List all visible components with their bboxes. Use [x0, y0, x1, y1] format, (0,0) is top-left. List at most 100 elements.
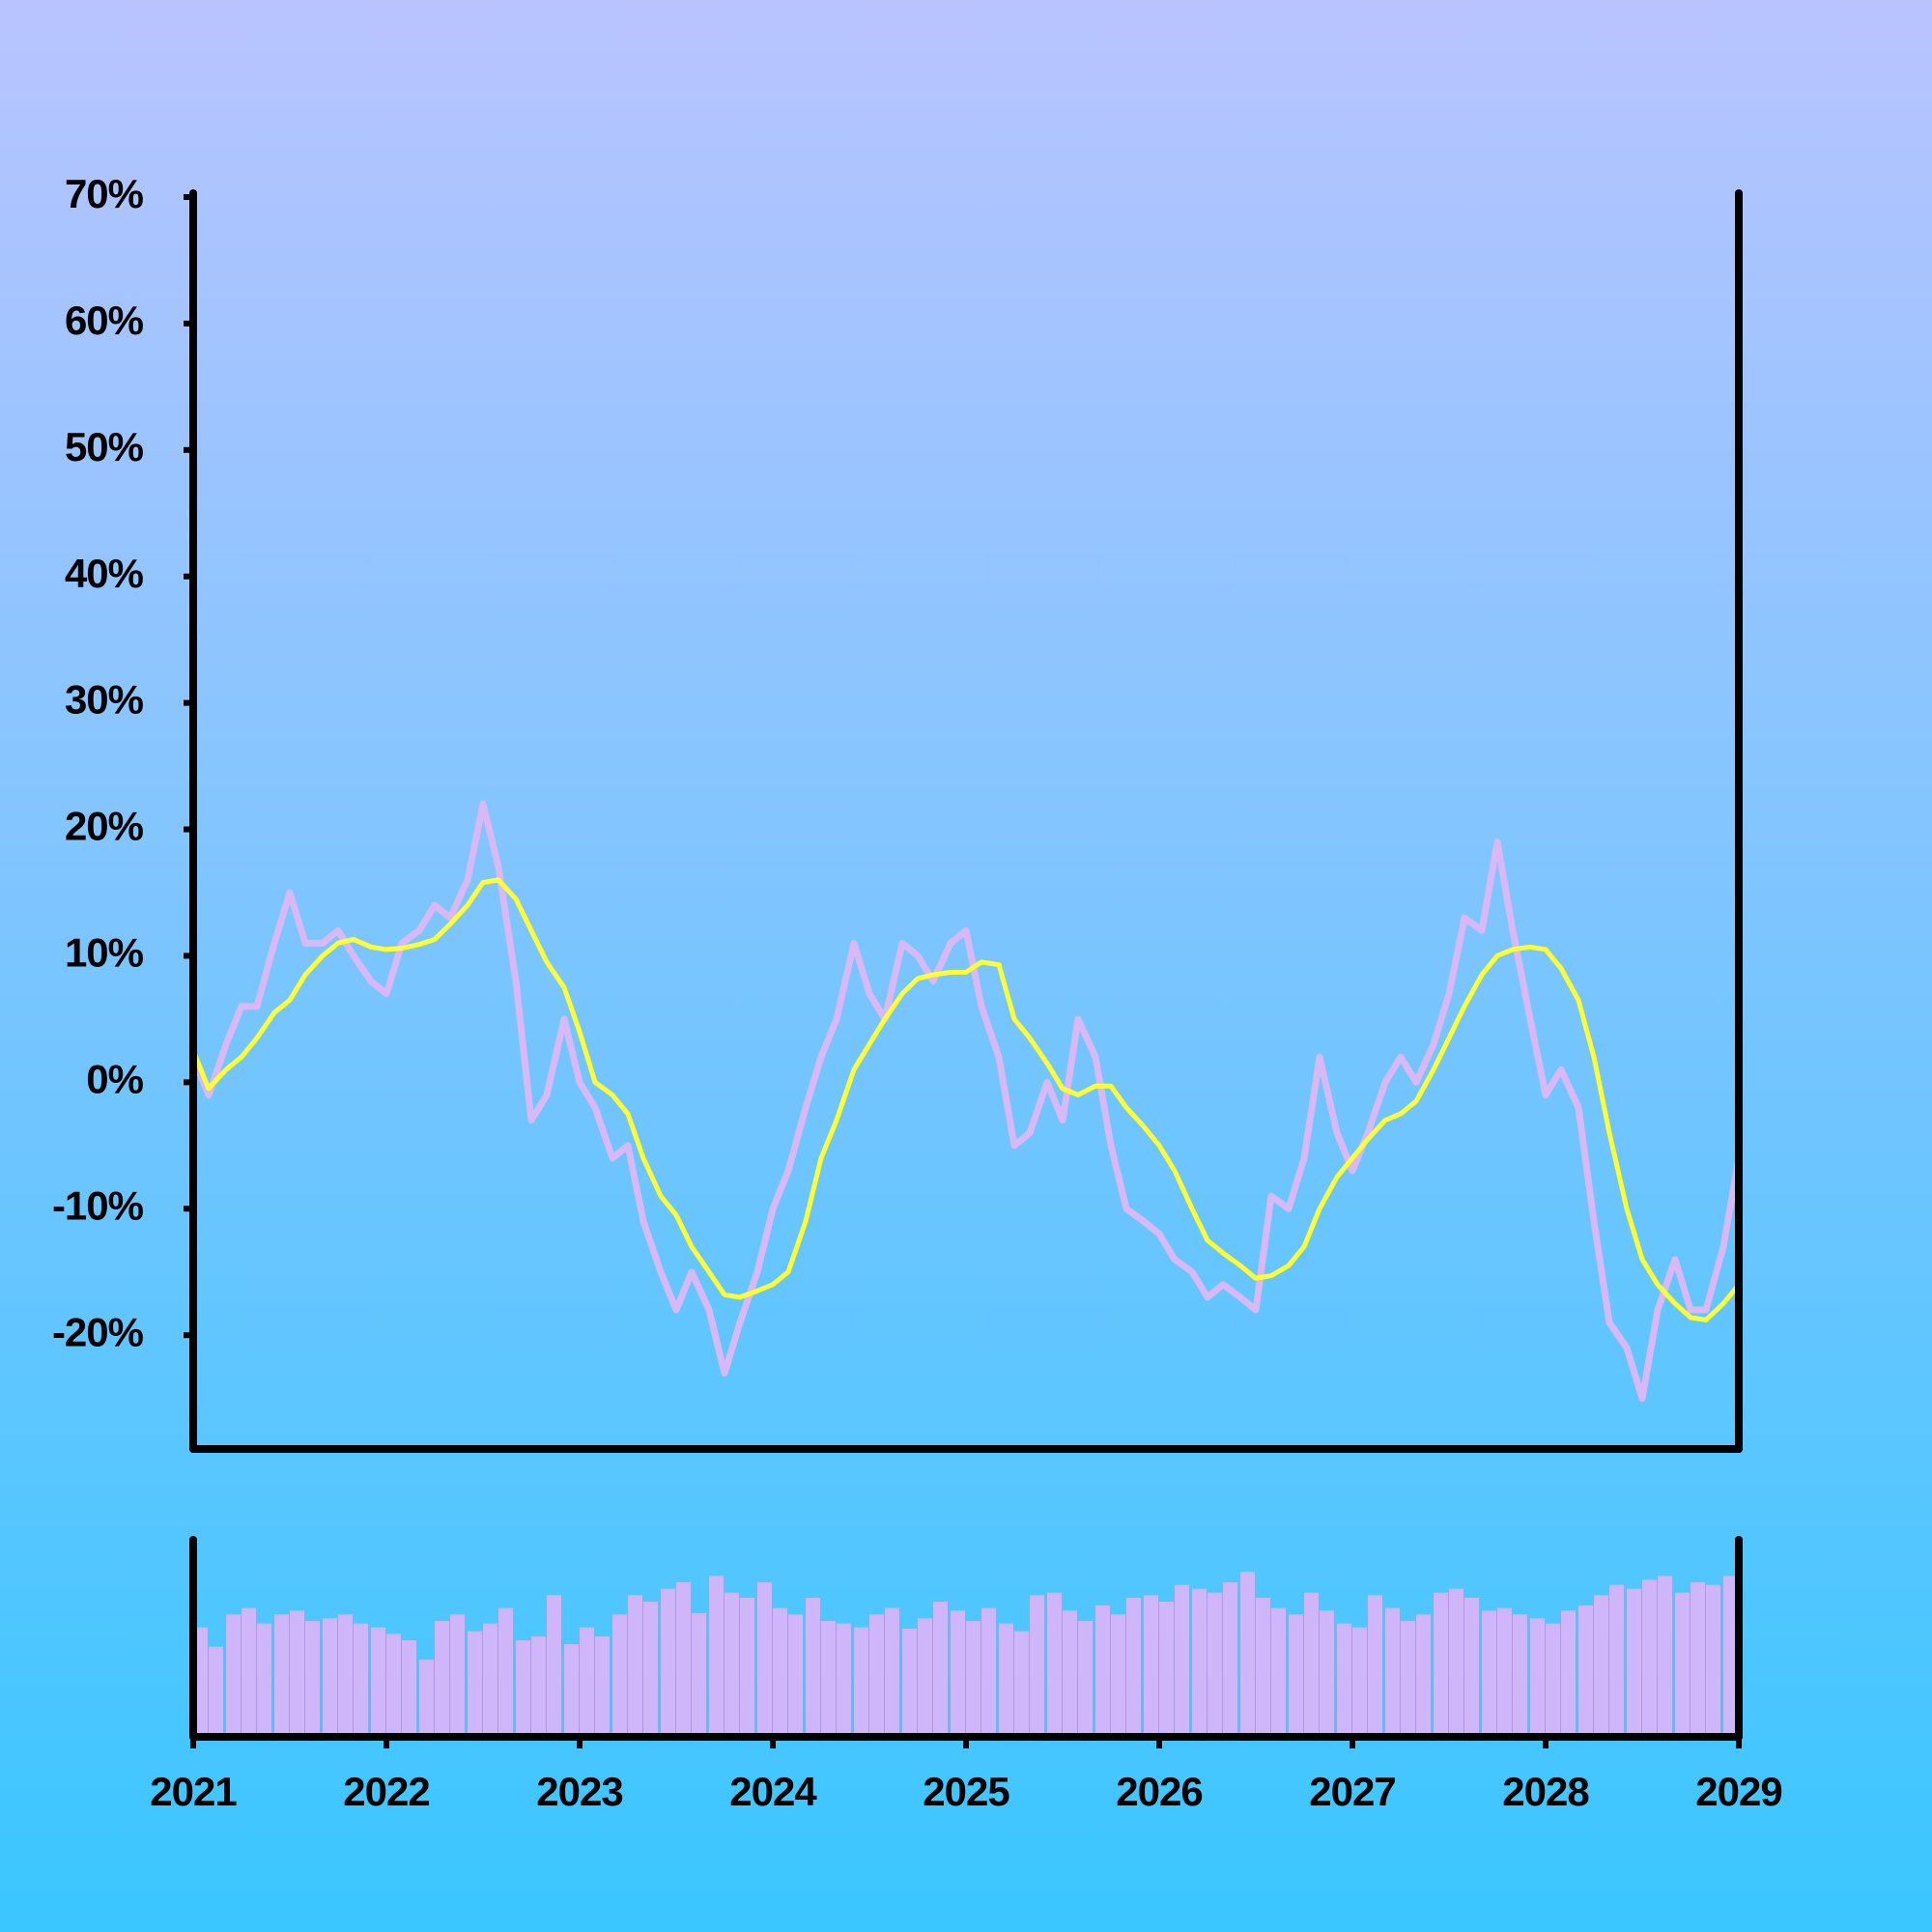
volume-bar — [257, 1623, 271, 1737]
volume-bar — [661, 1588, 675, 1737]
x-tick-label: 2025 — [923, 1769, 1009, 1814]
volume-bar — [564, 1644, 579, 1737]
volume-bar — [1271, 1607, 1286, 1737]
volume-bar — [1047, 1592, 1062, 1737]
volume-bar — [788, 1614, 803, 1737]
volume-bar — [966, 1621, 980, 1737]
data-line — [190, 877, 1741, 1322]
volume-bar — [1401, 1621, 1415, 1737]
volume-bar — [902, 1629, 917, 1737]
y-tick-label: 60% — [65, 298, 144, 343]
volume-bar — [1320, 1610, 1334, 1737]
volume-bar — [323, 1618, 337, 1737]
volume-bar — [371, 1627, 385, 1737]
volume-bar — [1464, 1598, 1479, 1737]
volume-bar — [1289, 1614, 1303, 1737]
volume-bar — [1352, 1627, 1367, 1737]
y-tick-label: 50% — [65, 424, 144, 469]
volume-bar — [1192, 1588, 1207, 1737]
volume-bar — [580, 1627, 594, 1737]
volume-bar — [1627, 1588, 1641, 1737]
y-tick-label: 0% — [86, 1056, 143, 1101]
y-tick-label: 10% — [65, 930, 144, 976]
y-tick-label: 20% — [65, 804, 144, 849]
volume-bar — [692, 1613, 706, 1737]
volume-bar — [242, 1607, 256, 1737]
y-tick-label: 40% — [65, 551, 144, 596]
volume-bar — [821, 1621, 836, 1737]
volume-bar — [1578, 1605, 1593, 1737]
volume-bar — [1078, 1621, 1093, 1737]
x-tick-label: 2024 — [729, 1769, 817, 1814]
volume-bar — [1706, 1584, 1720, 1737]
x-tick-label: 2028 — [1502, 1769, 1589, 1814]
volume-bar — [531, 1636, 546, 1737]
volume-bar — [290, 1610, 304, 1737]
volume-bar — [1385, 1607, 1400, 1737]
volume-bar — [1144, 1595, 1158, 1737]
volume-bar — [1240, 1572, 1255, 1737]
volume-bar — [547, 1595, 561, 1737]
volume-bar — [724, 1592, 739, 1737]
volume-bar — [1030, 1595, 1044, 1737]
volume-bar — [226, 1614, 241, 1737]
x-tick-label: 2026 — [1116, 1769, 1202, 1814]
volume-bar — [1014, 1631, 1029, 1737]
volume-bar — [435, 1621, 449, 1737]
volume-bar — [740, 1598, 754, 1737]
volume-bar — [918, 1618, 932, 1737]
volume-bar — [854, 1627, 868, 1737]
y-tick-label: 70% — [65, 171, 144, 216]
volume-bar — [1449, 1588, 1463, 1737]
volume-bar — [450, 1614, 465, 1737]
volume-bar — [1063, 1610, 1077, 1737]
volume-bar — [951, 1610, 965, 1737]
volume-bar — [676, 1582, 691, 1737]
volume-bar — [1482, 1610, 1496, 1737]
volume-bar — [933, 1602, 948, 1737]
volume-bar — [354, 1623, 368, 1737]
volume-bar — [516, 1640, 530, 1737]
volume-bar — [483, 1623, 497, 1737]
volume-bar — [709, 1576, 724, 1737]
volume-bar — [869, 1614, 884, 1737]
volume-bar — [1434, 1592, 1448, 1737]
x-tick-label: 2029 — [1695, 1769, 1781, 1814]
volume-bar — [999, 1623, 1013, 1737]
volume-bar — [1497, 1607, 1512, 1737]
volume-bar — [1594, 1595, 1608, 1737]
y-tick-label: 30% — [65, 677, 144, 723]
volume-bar — [305, 1621, 320, 1737]
volume-bar — [1416, 1614, 1431, 1737]
volume-bar — [1095, 1605, 1110, 1737]
x-tick-label: 2022 — [343, 1769, 429, 1814]
volume-bar — [1658, 1576, 1672, 1737]
volume-bar — [1530, 1618, 1545, 1737]
volume-bar — [1642, 1579, 1657, 1737]
volume-bar — [1690, 1582, 1705, 1737]
volume-bar — [837, 1623, 851, 1737]
volume-bar — [468, 1631, 482, 1737]
y-tick-label: -10% — [52, 1182, 144, 1228]
data-line — [189, 800, 1743, 1403]
volume-bar — [981, 1607, 996, 1737]
x-tick-label: 2027 — [1309, 1769, 1395, 1814]
volume-bar — [1256, 1598, 1270, 1737]
volume-bar — [1175, 1584, 1189, 1737]
volume-bar — [1159, 1602, 1174, 1737]
volume-bar — [1368, 1595, 1382, 1737]
volume-bar — [595, 1636, 610, 1737]
volume-bar — [1208, 1592, 1222, 1737]
volume-bar — [419, 1660, 434, 1737]
volume-bar — [1675, 1592, 1690, 1737]
x-tick-label: 2021 — [150, 1769, 237, 1814]
volume-bar — [209, 1646, 223, 1737]
volume-bar — [1546, 1623, 1560, 1737]
y-tick-label: -20% — [52, 1309, 144, 1354]
volume-bar — [885, 1607, 899, 1737]
volume-bar — [806, 1598, 820, 1737]
volume-bar — [1609, 1584, 1624, 1737]
volume-bar — [1337, 1623, 1351, 1737]
volume-bar — [402, 1640, 416, 1737]
